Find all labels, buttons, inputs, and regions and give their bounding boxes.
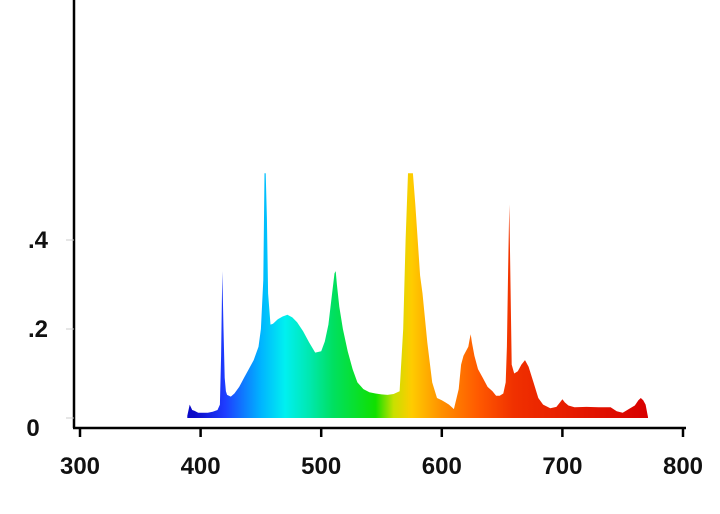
x-tick-label: 500 xyxy=(301,453,341,480)
x-axis-ticks: 300 400 500 600 700 800 xyxy=(60,428,703,480)
spectrum-area xyxy=(187,173,649,418)
y-tick-label: .4 xyxy=(28,227,49,254)
x-tick-label: 800 xyxy=(663,453,703,480)
y-tick-label: 0 xyxy=(26,415,39,442)
y-axis-ticks: 0 .2 .4 xyxy=(26,227,74,442)
y-tick-label: .2 xyxy=(28,316,48,343)
x-tick-label: 400 xyxy=(181,453,221,480)
x-tick-label: 300 xyxy=(60,453,100,480)
x-tick-label: 600 xyxy=(422,453,462,480)
x-tick-label: 700 xyxy=(542,453,582,480)
